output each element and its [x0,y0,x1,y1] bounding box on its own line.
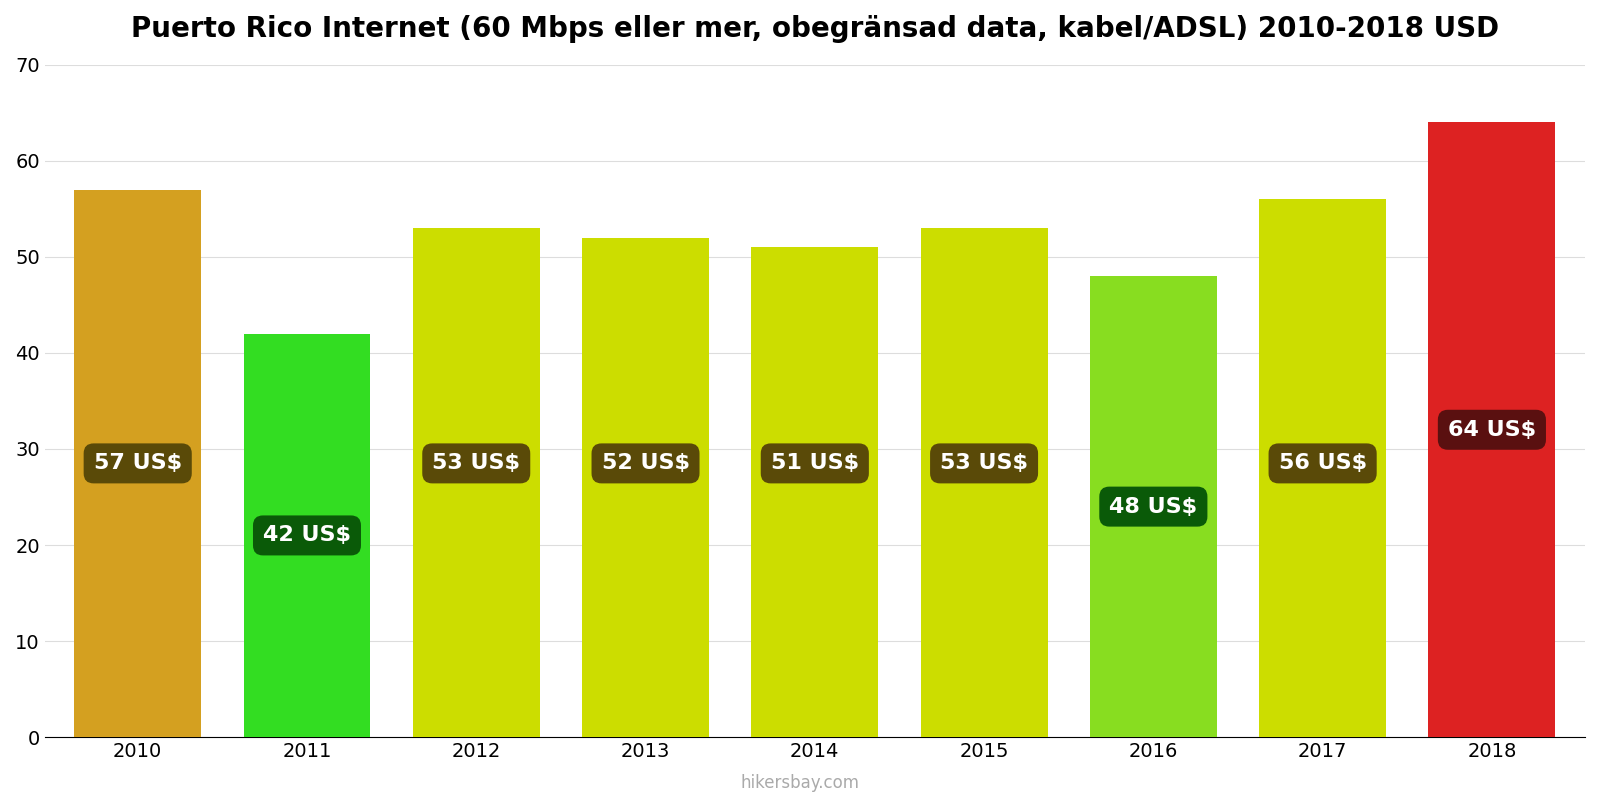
Text: 51 US$: 51 US$ [771,454,859,474]
Bar [1259,199,1386,737]
Bar [243,334,371,737]
Text: 56 US$: 56 US$ [1278,454,1366,474]
Text: 53 US$: 53 US$ [432,454,520,474]
Text: 64 US$: 64 US$ [1448,420,1536,440]
Bar [413,228,539,737]
Bar [582,238,709,737]
Bar [752,247,878,737]
Bar [1090,276,1218,737]
Title: Puerto Rico Internet (60 Mbps eller mer, obegränsad data, kabel/ADSL) 2010-2018 : Puerto Rico Internet (60 Mbps eller mer,… [131,15,1499,43]
Bar [920,228,1048,737]
Text: hikersbay.com: hikersbay.com [741,774,859,792]
Text: 48 US$: 48 US$ [1109,497,1197,517]
Bar [1429,122,1555,737]
Text: 57 US$: 57 US$ [94,454,182,474]
Bar [74,190,202,737]
Text: 52 US$: 52 US$ [602,454,690,474]
Text: 42 US$: 42 US$ [262,526,350,546]
Text: 53 US$: 53 US$ [941,454,1029,474]
